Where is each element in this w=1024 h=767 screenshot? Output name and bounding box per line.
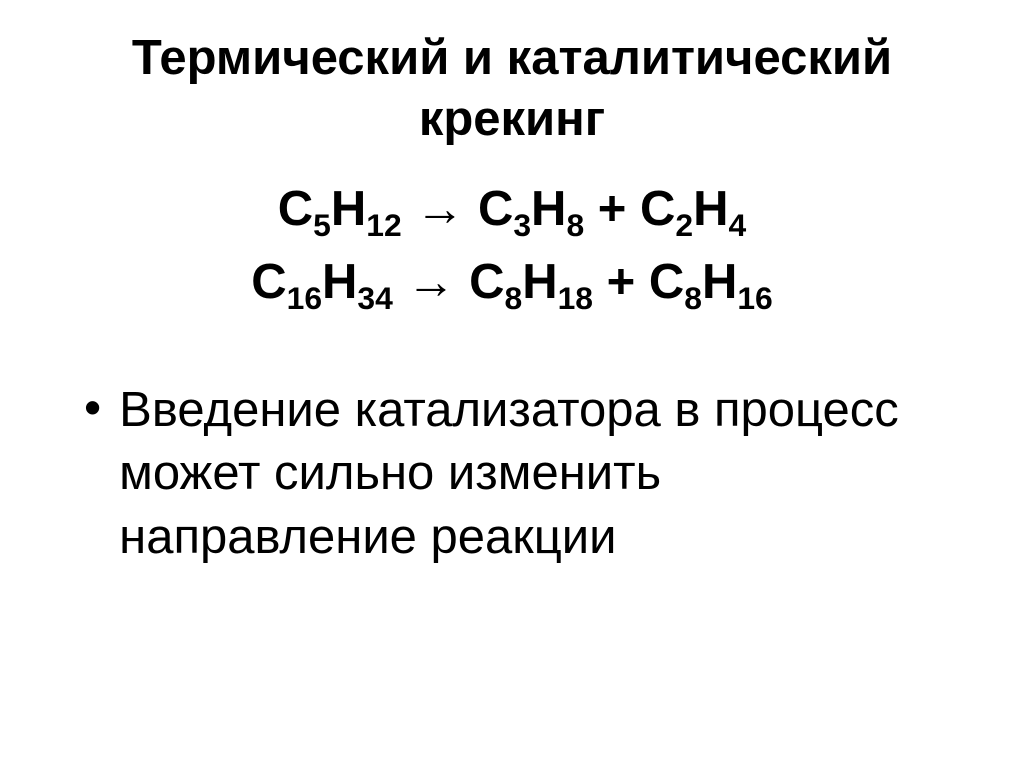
eq1-reactant-h-sub: 12	[366, 206, 401, 242]
eq1-reactant-h: Н	[331, 182, 366, 236]
eq1-product1-h-sub: 8	[566, 206, 584, 242]
eq2-product1-h: Н	[522, 255, 557, 309]
eq1-product2-h: Н	[693, 182, 728, 236]
eq1-product2-h-sub: 4	[729, 206, 747, 242]
eq1-plus: +	[584, 182, 640, 236]
eq2-reactant-c: С	[251, 255, 286, 309]
eq2-reactant-h-sub: 34	[357, 279, 392, 315]
eq2-product1-h-sub: 18	[558, 279, 593, 315]
bullet-item: • Введение катализатора в процесс может …	[60, 379, 964, 570]
eq2-product2-h: Н	[702, 255, 737, 309]
eq2-reactant-c-sub: 16	[287, 279, 322, 315]
eq1-product1-c: С	[478, 182, 513, 236]
eq1-reactant-c-sub: 5	[313, 206, 331, 242]
equation-2: С16Н34 → С8Н18 + С8Н16	[60, 248, 964, 321]
bullet-marker-icon: •	[84, 377, 101, 441]
eq1-reactant-c: С	[278, 182, 313, 236]
eq1-product2-c: С	[640, 182, 675, 236]
eq2-product1-c-sub: 8	[504, 279, 522, 315]
eq2-product2-c-sub: 8	[684, 279, 702, 315]
eq2-product1-c: С	[469, 255, 504, 309]
eq2-reactant-h: Н	[322, 255, 357, 309]
eq1-product2-c-sub: 2	[675, 206, 693, 242]
eq1-product1-h: Н	[531, 182, 566, 236]
equation-1: С5Н12 → С3Н8 + С2Н4	[60, 175, 964, 248]
equations-block: С5Н12 → С3Н8 + С2Н4 С16Н34 → С8Н18 + С8Н…	[60, 175, 964, 321]
eq1-arrow: →	[402, 182, 478, 236]
eq2-product2-h-sub: 16	[737, 279, 772, 315]
slide-title: Термический и каталитический крекинг	[60, 28, 964, 151]
eq2-product2-c: С	[649, 255, 684, 309]
eq1-product1-c-sub: 3	[513, 206, 531, 242]
eq2-arrow: →	[393, 255, 469, 309]
bullet-text: Введение катализатора в процесс может си…	[119, 379, 964, 570]
eq2-plus: +	[593, 255, 649, 309]
